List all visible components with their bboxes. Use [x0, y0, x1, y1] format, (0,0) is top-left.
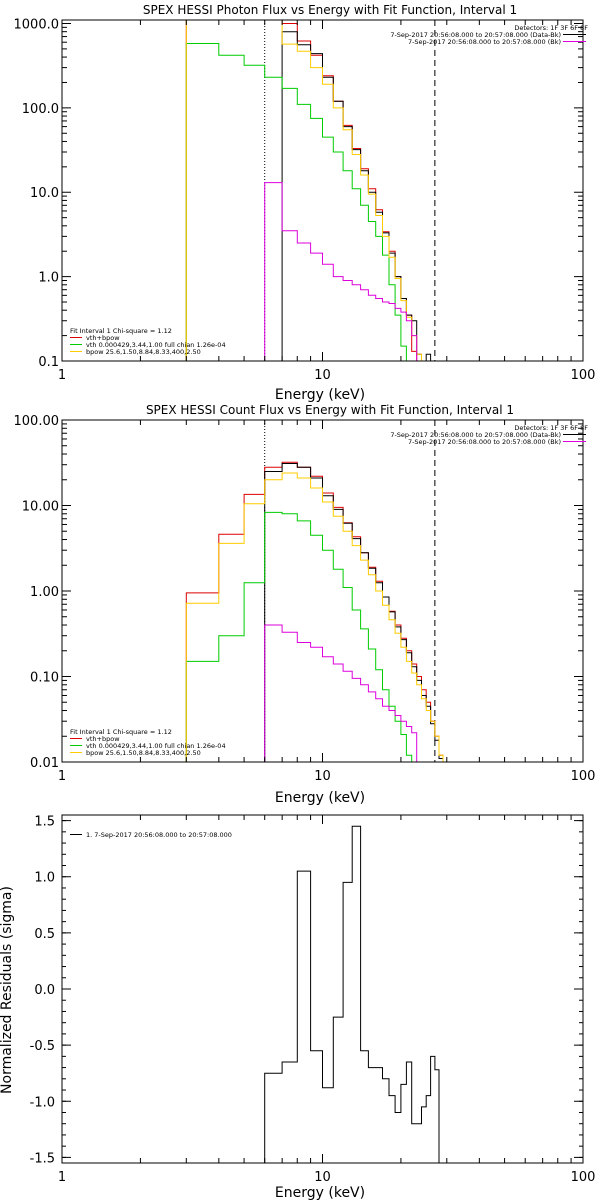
photon-flux-panel: SPEX HESSI Photon Flux vs Energy with Fi…: [14, 3, 596, 403]
count-legend-2: vth 0.000429,3.44,1.00 full chian 1.26e-…: [86, 742, 226, 750]
count-chart-title: SPEX HESSI Count Flux vs Energy with Fit…: [146, 403, 514, 417]
photon-fit-header: Fit Interval 1 Chi-square = 1.12: [70, 327, 172, 335]
photon-series-2: [185, 43, 407, 361]
photon-legend-3: bpow 25.6,1.50,8.84,8.33,400,2.50: [86, 348, 201, 356]
residual-y-tick-label: 0.0: [34, 983, 55, 998]
residual-x-axis-label: Energy (keV): [275, 1185, 365, 1200]
count-series-3: [185, 472, 444, 762]
photon-y-tick-label: 1.0: [38, 271, 59, 286]
photon-detectors-label: Detectors: 1F 3F 6F 8F: [514, 24, 588, 32]
count-plot-frame: [61, 419, 584, 763]
photon-series-4: [264, 182, 418, 361]
residual-y-tick-label: 0.5: [34, 927, 55, 942]
count-legend-1: vth+bpow: [86, 735, 120, 743]
residual-y-tick-label: -1.0: [30, 1095, 55, 1110]
count-legend-3: bpow 25.6,1.50,8.84,8.33,400,2.50: [86, 749, 201, 757]
photon-legend-2: vth 0.000429,3.44,1.00 full chian 1.26e-…: [86, 341, 226, 349]
residual-x-tick-label: 1: [58, 1170, 66, 1185]
count-series-group: [185, 420, 444, 762]
count-x-tick-label: 100: [571, 769, 596, 784]
photon-series-0: [185, 20, 418, 361]
count-fit-header: Fit Interval 1 Chi-square = 1.12: [70, 728, 172, 736]
photon-legend-1: vth+bpow: [86, 334, 120, 342]
photon-x-tick-label: 1: [58, 368, 66, 383]
count-x-tick-label: 1: [58, 769, 66, 784]
count-y-tick-label: 1.00: [30, 585, 59, 600]
photon-series-1: [281, 31, 432, 361]
count-series-2: [185, 511, 413, 762]
photon-y-tick-label: 1000.0: [14, 17, 60, 32]
count-y-tick-label: 0.10: [30, 671, 59, 686]
count-time-bk-label: 7-Sep-2017 20:56:08.000 to 20:57:08.000 …: [408, 438, 561, 446]
photon-x-axis-label: Energy (keV): [275, 387, 365, 403]
photon-series-group: [185, 20, 436, 361]
photon-y-tick-label: 100.0: [22, 102, 59, 117]
residual-series-0: [264, 825, 440, 1163]
count-flux-panel: SPEX HESSI Count Flux vs Energy with Fit…: [14, 403, 596, 806]
residual-y-tick-label: 1.0: [34, 871, 55, 886]
residual-x-tick-label: 10: [314, 1170, 331, 1185]
count-y-tick-label: 0.01: [30, 756, 59, 771]
count-series-0: [185, 461, 444, 762]
photon-time-data-label: 7-Sep-2017 20:56:08.000 to 20:57:08.000 …: [390, 31, 561, 39]
count-y-tick-label: 10.00: [22, 500, 59, 515]
count-x-axis-label: Energy (keV): [275, 790, 365, 806]
residual-y-tick-label: -0.5: [30, 1039, 55, 1054]
count-y-tick-label: 100.00: [14, 414, 60, 429]
count-series-1: [264, 463, 444, 762]
count-series-4: [264, 624, 418, 762]
photon-y-tick-label: 10.0: [30, 186, 59, 201]
count-time-data-label: 7-Sep-2017 20:56:08.000 to 20:57:08.000 …: [390, 431, 561, 439]
photon-x-tick-label: 100: [571, 368, 596, 383]
residual-y-axis-label: Normalized Residuals (sigma): [0, 886, 15, 1094]
photon-axes: 1 10 100 0.1 1.0 10.0 100.0 1000.0: [14, 17, 596, 383]
count-axes: 1 10 100 0.01 0.10 1.00 10.00 100.00: [14, 414, 596, 784]
photon-series-3: [185, 20, 422, 361]
residual-legend: 1. 7-Sep-2017 20:56:08.000 to 20:57:08.0…: [86, 831, 232, 839]
photon-y-tick-label: 0.1: [38, 355, 59, 370]
photon-x-tick-label: 10: [314, 368, 331, 383]
photon-time-bk-label: 7-Sep-2017 20:56:08.000 to 20:57:08.000 …: [408, 38, 561, 46]
residual-x-tick-label: 100: [571, 1170, 596, 1185]
residual-y-tick-label: 1.5: [34, 815, 55, 830]
residual-axes: 1 10 100 -1.5 -1.0 -0.5 0.0 0.5 1.0 1.5: [30, 814, 596, 1185]
residual-plot-frame: [61, 814, 584, 1164]
count-detectors-label: Detectors: 1F 3F 6F 8F: [514, 424, 588, 432]
residual-y-tick-label: -1.5: [30, 1151, 55, 1166]
residual-series-group: [264, 825, 440, 1163]
residuals-panel: 1 10 100 -1.5 -1.0 -0.5 0.0 0.5 1.0 1.5 1. 7-Sep-…: [0, 814, 596, 1200]
photon-chart-title: SPEX HESSI Photon Flux vs Energy with Fi…: [143, 3, 517, 17]
count-x-tick-label: 10: [314, 769, 331, 784]
